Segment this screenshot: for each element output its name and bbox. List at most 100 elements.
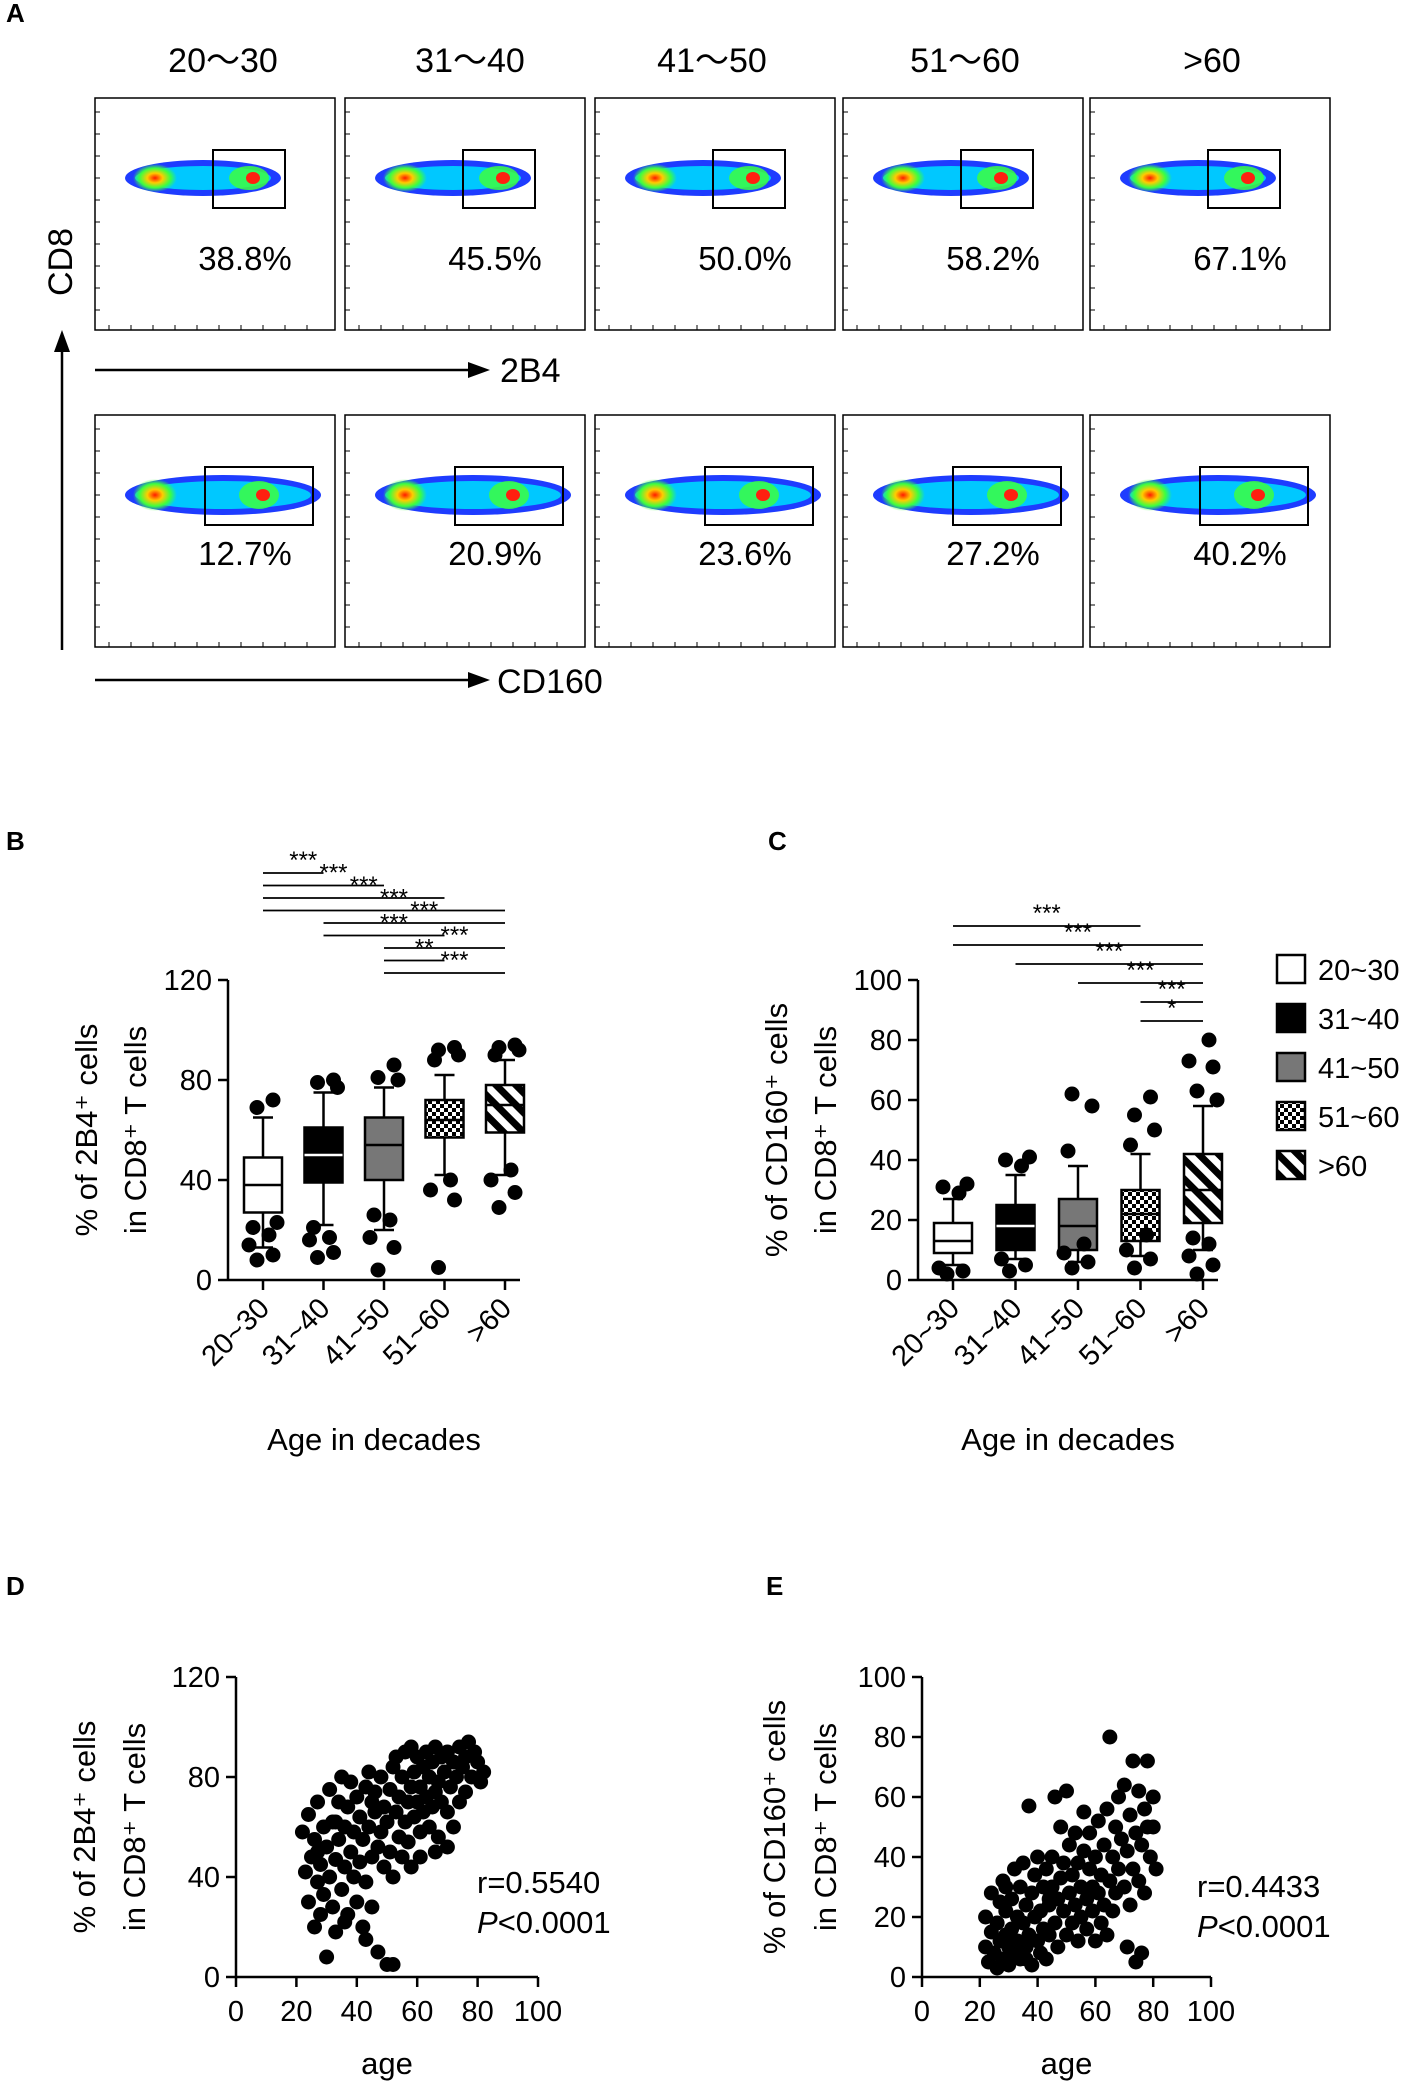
gate-percentage: 38.8% [198,240,292,277]
outlier-point [370,1070,386,1085]
y-tick-label: 40 [874,1842,906,1874]
data-point [307,1832,323,1847]
data-point [436,1764,452,1780]
data-point [1139,1753,1155,1769]
legend-item: 51~60 [1275,1100,1399,1134]
flow-row-cd160: 12.7% 20.9% 23.6% 27.2% 40.2% [94,414,1331,648]
outlier-point [447,1040,462,1055]
significance-label: *** [289,847,317,874]
significance-label: *** [350,872,378,899]
age-header: 41～50 [657,42,767,80]
data-point [349,1789,365,1805]
data-point [430,1829,446,1845]
y-tick-label: 100 [858,1662,906,1694]
y-axis-label: in CD8⁺ T cells [808,1723,843,1931]
data-point [1076,1843,1092,1859]
significance-label: * [1167,995,1176,1022]
data-point [1061,1837,1077,1853]
data-point [346,1869,362,1885]
outlier-point [503,1162,519,1178]
data-point [313,1907,329,1922]
outlier-point [423,1182,438,1198]
age-header: 31～40 [415,42,525,80]
outlier-point [1080,1254,1096,1270]
outlier-point [261,1227,277,1243]
outlier-point [1119,1242,1134,1258]
y-tick-label: 120 [172,1662,220,1694]
legend-label: >60 [1318,1151,1367,1183]
data-point [1076,1804,1092,1820]
flow-hotspot-peak [1241,172,1255,184]
x-axis-label: age [361,2046,413,2081]
y-axis-label: in CD8⁺ T cells [808,1026,843,1234]
y-tick-label: 40 [188,1862,220,1894]
box [484,1083,526,1134]
data-point [1122,1897,1138,1913]
flow-plot: 50.0% [594,97,836,331]
flow-gate [1199,466,1309,526]
outlier-point [1127,1260,1142,1276]
outlier-point [1189,1266,1205,1282]
flow-gate [952,466,1062,526]
flow-plot: 38.8% [94,97,336,331]
outlier-point [1189,1083,1205,1099]
flow-hotspot-neg [633,479,677,511]
flow-plot-frame [344,97,586,331]
significance-label: *** [1095,938,1123,965]
data-point [412,1849,428,1865]
flow-hotspot-neg [383,479,427,511]
significance-label: *** [380,885,408,912]
data-point [403,1859,419,1875]
data-point [1067,1825,1083,1841]
data-point [331,1832,347,1847]
flow-row-2b4: 38.8% 45.5% 50.0% 58.2% 67.1% [94,97,1331,331]
panel-a-headers: 20～30 31～40 41～50 51～60 >60 [168,42,1241,80]
flow-hotspot-peak [1004,489,1018,501]
data-point [319,1949,335,1965]
flow-hotspot-neg [383,164,427,192]
flow-plot-frame [594,97,836,331]
y-tick-label: 0 [204,1962,220,1994]
legend-item: 41~50 [1275,1051,1399,1085]
data-point [325,1899,341,1915]
data-point [382,1844,398,1860]
data-point [1059,1783,1074,1799]
outlier-point [1127,1107,1142,1123]
outlier-point [241,1237,257,1253]
data-point [343,1774,359,1790]
flow-hotspot-neg [881,479,925,511]
outlier-point [1143,1251,1158,1267]
data-point [355,1832,371,1847]
x-tick-label: 51~60 [1073,1292,1153,1372]
x-tick-label: 20 [280,1996,312,2028]
data-point [310,1794,326,1810]
y-tick-label: 40 [870,1145,902,1177]
outlier-point [1181,1053,1197,1069]
data-point [1105,1849,1121,1865]
flow-plot: 45.5% [344,97,586,331]
data-point [1018,1939,1034,1955]
outlier-point [265,1247,281,1263]
outlier-point [1201,1236,1217,1252]
data-point [340,1799,356,1815]
data-point [1131,1783,1147,1799]
data-point [1116,1879,1132,1895]
outlier-point [959,1176,975,1192]
data-point [1015,1915,1031,1931]
outlier-point [1018,1257,1033,1273]
flow-hotspot-peak [506,489,520,501]
outlier-point [1205,1257,1221,1273]
cd8-label: CD8 [42,228,80,296]
data-point [1082,1825,1098,1841]
outlier-point [1205,1059,1221,1075]
data-point [337,1859,353,1875]
data-point [1099,1801,1115,1817]
outlier-point [370,1262,386,1278]
x-axis-label: Age in decades [267,1422,481,1457]
data-point [1047,1915,1063,1931]
data-point [1105,1903,1121,1919]
outlier-point [245,1220,261,1235]
data-point [1024,1885,1040,1901]
flow-gate [462,149,536,209]
data-point [1056,1855,1072,1871]
